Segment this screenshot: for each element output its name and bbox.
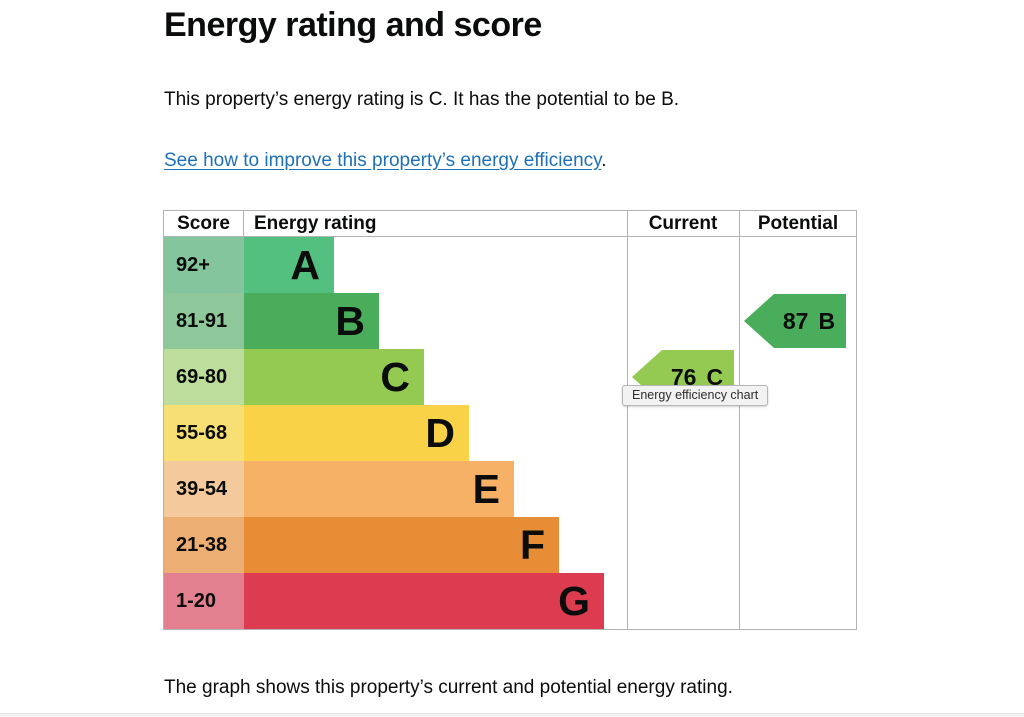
potential-column-divider bbox=[739, 211, 740, 629]
score-range-f: 21-38 bbox=[164, 517, 244, 573]
caption-text: The graph shows this property’s current … bbox=[164, 677, 733, 698]
chart-header: Score Energy rating Current Potential bbox=[164, 211, 856, 237]
current-column-divider bbox=[627, 211, 628, 629]
link-suffix: . bbox=[601, 150, 607, 171]
column-header-score: Score bbox=[164, 211, 244, 236]
band-bar-c: C bbox=[244, 349, 424, 405]
band-row-e: 39-54 E bbox=[164, 461, 856, 517]
potential-score: 87 bbox=[782, 307, 809, 334]
rating-bands: 92+ A 81-91 B 69-80 C 55-68 D 39-54 E 21-38 F 1-20 G bbox=[164, 237, 856, 629]
band-bar-a: A bbox=[244, 237, 334, 293]
score-range-c: 69-80 bbox=[164, 349, 244, 405]
page-title: Energy rating and score bbox=[164, 6, 542, 44]
energy-efficiency-chart: Score Energy rating Current Potential 92… bbox=[163, 210, 857, 630]
band-row-f: 21-38 F bbox=[164, 517, 856, 573]
band-row-g: 1-20 G bbox=[164, 573, 856, 629]
score-range-d: 55-68 bbox=[164, 405, 244, 461]
link-line: See how to improve this property’s energ… bbox=[164, 148, 607, 173]
column-header-potential: Potential bbox=[757, 213, 839, 234]
score-range-b: 81-91 bbox=[164, 293, 244, 349]
current-band: C bbox=[706, 363, 724, 390]
column-header-current: Current bbox=[648, 213, 718, 234]
band-row-c: 69-80 C bbox=[164, 349, 856, 405]
band-bar-g: G bbox=[244, 573, 604, 629]
score-range-g: 1-20 bbox=[164, 573, 244, 629]
band-bar-e: E bbox=[244, 461, 514, 517]
score-range-e: 39-54 bbox=[164, 461, 244, 517]
intro-text: This property’s energy rating is C. It h… bbox=[164, 89, 680, 110]
section-divider bbox=[0, 713, 1024, 717]
band-bar-f: F bbox=[244, 517, 559, 573]
band-bar-b: B bbox=[244, 293, 379, 349]
chart-hover-tooltip: Energy efficiency chart bbox=[622, 385, 769, 406]
improve-efficiency-link[interactable]: See how to improve this property’s energ… bbox=[164, 150, 602, 171]
band-row-b: 81-91 B bbox=[164, 293, 856, 349]
band-bar-d: D bbox=[244, 405, 469, 461]
column-header-energy-rating: Energy rating bbox=[254, 213, 377, 234]
potential-band: B bbox=[818, 307, 836, 334]
score-range-a: 92+ bbox=[164, 237, 244, 293]
band-row-a: 92+ A bbox=[164, 237, 856, 293]
band-row-d: 55-68 D bbox=[164, 405, 856, 461]
